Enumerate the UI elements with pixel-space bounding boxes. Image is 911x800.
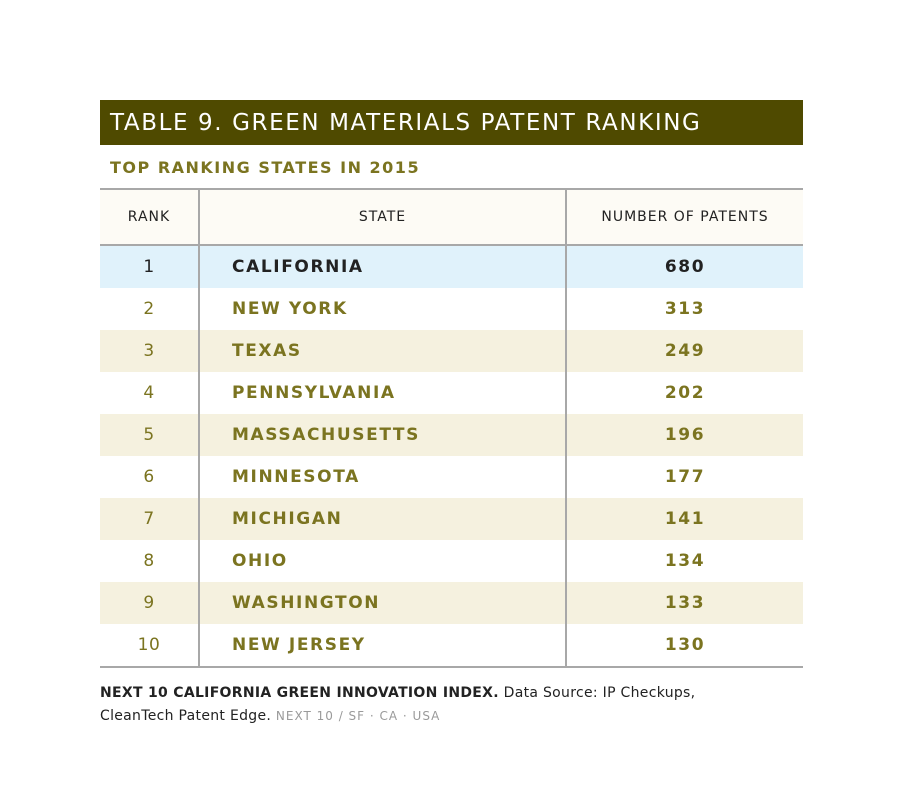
state-cell: WASHINGTON	[200, 582, 567, 624]
table-row: 2 NEW YORK 313	[100, 288, 803, 330]
table-title: TABLE 9. GREEN MATERIALS PATENT RANKING	[100, 100, 803, 145]
column-header-patents: NUMBER OF PATENTS	[601, 209, 769, 225]
rank-cell: 2	[100, 288, 200, 330]
column-header-rank: RANK	[100, 190, 200, 244]
rank-cell: 10	[100, 624, 200, 666]
table-row: 3 TEXAS 249	[100, 330, 803, 372]
patents-cell: 141	[664, 509, 706, 529]
table-row: 6 MINNESOTA 177	[100, 456, 803, 498]
table-row: 9 WASHINGTON 133	[100, 582, 803, 624]
table-row: 5 MASSACHUSETTS 196	[100, 414, 803, 456]
patents-cell: 202	[664, 383, 706, 403]
patents-cell: 133	[664, 593, 706, 613]
source-note-line-1: NEXT 10 CALIFORNIA GREEN INNOVATION INDE…	[100, 682, 803, 705]
data-source-cont: CleanTech Patent Edge.	[100, 708, 272, 724]
column-header-state: STATE	[200, 190, 567, 244]
patents-cell: 680	[664, 257, 706, 277]
table-subtitle: TOP RANKING STATES IN 2015	[110, 158, 421, 177]
index-name: NEXT 10 CALIFORNIA GREEN INNOVATION INDE…	[100, 685, 499, 701]
rank-cell: 5	[100, 414, 200, 456]
rank-cell: 8	[100, 540, 200, 582]
table-header-row: RANK STATE NUMBER OF PATENTS	[100, 190, 803, 246]
rank-cell: 1	[100, 246, 200, 288]
table-figure: TABLE 9. GREEN MATERIALS PATENT RANKING …	[100, 100, 803, 728]
rank-cell: 3	[100, 330, 200, 372]
rank-cell: 7	[100, 498, 200, 540]
rank-cell: 6	[100, 456, 200, 498]
state-cell: TEXAS	[200, 330, 567, 372]
state-cell: MICHIGAN	[200, 498, 567, 540]
org-credit: NEXT 10 / SF · CA · USA	[275, 709, 441, 723]
table-row: 1 CALIFORNIA 680	[100, 246, 803, 288]
patents-cell: 249	[664, 341, 706, 361]
state-cell: CALIFORNIA	[200, 246, 567, 288]
state-cell: MINNESOTA	[200, 456, 567, 498]
state-cell: OHIO	[200, 540, 567, 582]
patents-cell: 130	[664, 635, 706, 655]
table-row: 7 MICHIGAN 141	[100, 498, 803, 540]
table-row: 10 NEW JERSEY 130	[100, 624, 803, 666]
state-cell: MASSACHUSETTS	[200, 414, 567, 456]
rank-cell: 9	[100, 582, 200, 624]
table-row: 8 OHIO 134	[100, 540, 803, 582]
patents-cell: 196	[664, 425, 706, 445]
source-note: NEXT 10 CALIFORNIA GREEN INNOVATION INDE…	[100, 682, 803, 728]
state-cell: PENNSYLVANIA	[200, 372, 567, 414]
state-cell: NEW YORK	[200, 288, 567, 330]
state-cell: NEW JERSEY	[200, 624, 567, 666]
source-note-line-2: CleanTech Patent Edge. NEXT 10 / SF · CA…	[100, 705, 803, 728]
patents-cell: 134	[664, 551, 706, 571]
table-row: 4 PENNSYLVANIA 202	[100, 372, 803, 414]
ranking-table: RANK STATE NUMBER OF PATENTS 1 CALIFORNI…	[100, 188, 803, 668]
data-source: Data Source: IP Checkups,	[503, 685, 696, 701]
patents-cell: 177	[664, 467, 706, 487]
rank-cell: 4	[100, 372, 200, 414]
patents-cell: 313	[664, 299, 706, 319]
